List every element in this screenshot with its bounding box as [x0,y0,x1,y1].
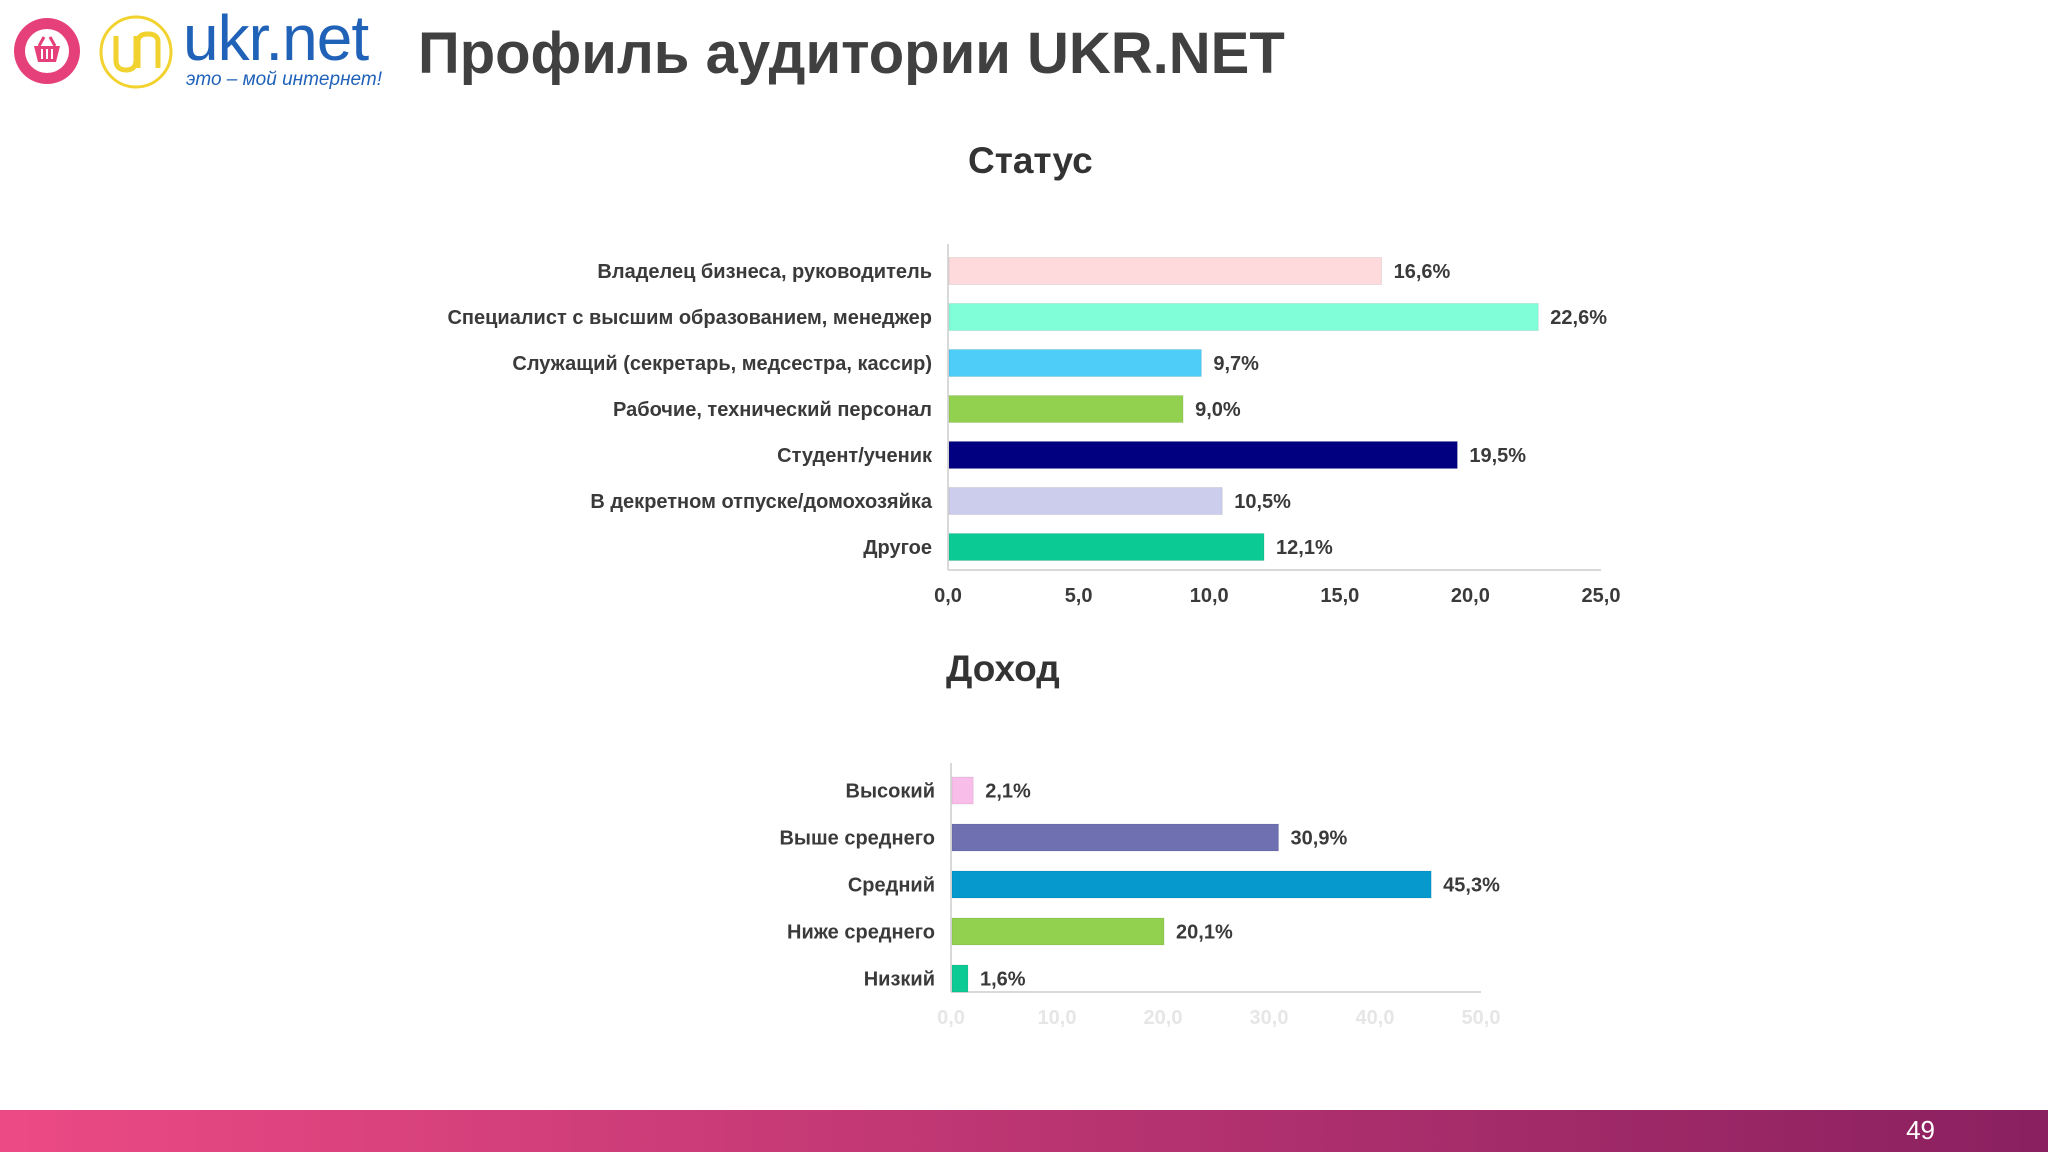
income-value-label: 45,3% [1443,875,1500,897]
status-value-label: 12,1% [1276,537,1333,559]
logo-text: ukr.net [183,2,369,74]
status-tick-label: 15,0 [1320,585,1359,607]
status-category-label: Другое [863,537,932,559]
income-category-label: Высокий [846,781,935,803]
income-bar [951,776,974,805]
income-category-label: Выше среднего [779,828,935,850]
status-value-label: 22,6% [1550,307,1607,329]
income-bar [951,823,1280,852]
status-bar [948,487,1223,515]
income-tick-label: 20,0 [1144,1007,1183,1029]
income-category-label: Средний [848,875,935,897]
income-bar-chart: Высокий 2,1% Выше среднего 30,9% Средний 45,3… [779,763,1501,1029]
status-bar [948,257,1383,285]
income-tick-label: 50,0 [1462,1007,1501,1029]
status-bar [948,349,1202,377]
income-chart-title: Доход [946,648,1060,689]
income-value-label: 30,9% [1291,828,1348,850]
status-tick-label: 25,0 [1582,585,1621,607]
footer-bar [0,1110,2048,1152]
status-tick-label: 20,0 [1451,585,1490,607]
status-value-label: 10,5% [1234,491,1291,513]
page-number: 49 [1906,1115,1935,1145]
status-value-label: 9,7% [1213,353,1259,375]
status-category-label: В декретном отпуске/домохозяйка [590,491,933,513]
page-title: Профиль аудитории UKR.NET [418,21,1285,86]
status-bar [948,441,1458,469]
status-value-label: 9,0% [1195,399,1241,421]
income-value-label: 2,1% [985,781,1031,803]
status-bar [948,533,1265,561]
status-tick-label: 5,0 [1065,585,1093,607]
status-bar [948,303,1539,331]
income-category-label: Низкий [864,969,935,991]
status-bar [948,395,1184,423]
logo-slogan: это – мой интернет! [186,69,382,90]
status-value-label: 16,6% [1394,261,1451,283]
status-category-label: Студент/ученик [777,445,933,467]
income-tick-label: 10,0 [1038,1007,1077,1029]
income-value-label: 1,6% [980,969,1026,991]
status-category-label: Специалист с высшим образованием, менедж… [447,307,932,329]
income-bar [951,917,1165,946]
status-bar-chart: Владелец бизнеса, руководитель 16,6% Специ… [447,244,1621,607]
un-logo-icon [99,15,173,89]
status-chart-title: Статус [968,140,1093,181]
status-category-label: Рабочие, технический персонал [613,399,932,421]
status-tick-label: 10,0 [1190,585,1229,607]
income-value-label: 20,1% [1176,922,1233,944]
status-category-label: Владелец бизнеса, руководитель [597,261,932,283]
income-bar [951,870,1432,899]
income-tick-label: 30,0 [1250,1007,1289,1029]
shopping-basket-icon [14,18,80,84]
status-tick-label: 0,0 [934,585,962,607]
income-bar [951,964,969,993]
status-category-label: Служащий (секретарь, медсестра, кассир) [512,353,932,375]
income-category-label: Ниже среднего [787,922,935,944]
income-tick-label: 40,0 [1356,1007,1395,1029]
income-tick-label: 0,0 [937,1007,965,1029]
status-value-label: 19,5% [1469,445,1526,467]
